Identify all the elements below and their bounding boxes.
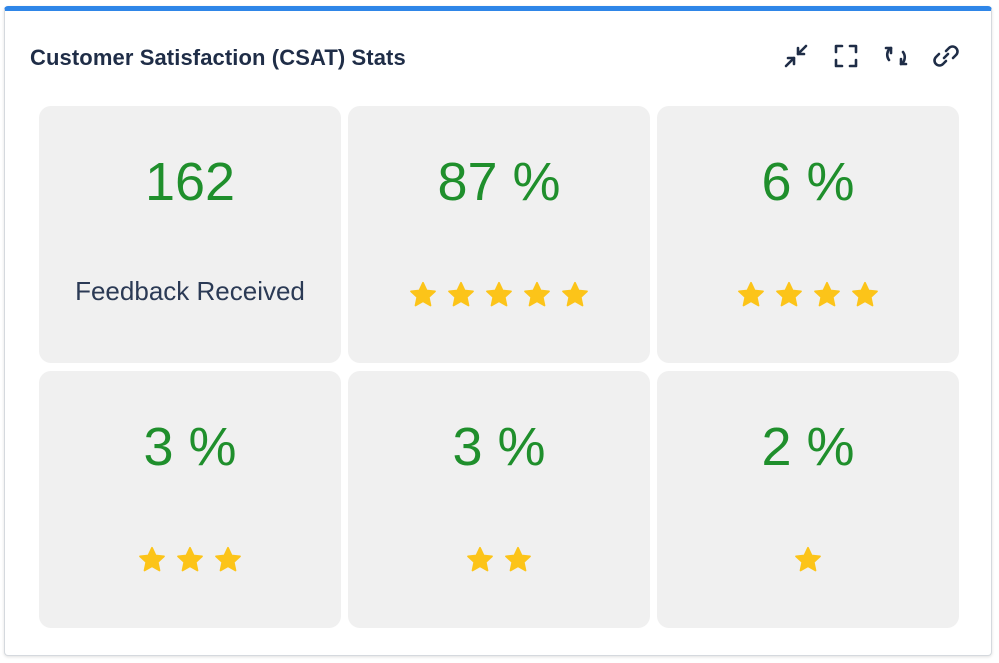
collapse-button[interactable] — [781, 41, 811, 71]
star-icon — [560, 280, 590, 310]
stat-card-4-star: 6 % — [657, 106, 959, 363]
stat-value: 3 % — [143, 417, 237, 477]
stat-card-1-star: 2 % — [657, 371, 959, 628]
star-icon — [137, 545, 167, 575]
link-icon — [933, 45, 959, 67]
stat-value: 2 % — [761, 417, 855, 477]
refresh-icon — [884, 46, 908, 66]
star-icon — [446, 280, 476, 310]
star-icon — [793, 545, 823, 575]
star-icon — [522, 280, 552, 310]
stat-card-total: 162 Feedback Received — [39, 106, 341, 363]
star-rating — [39, 545, 341, 575]
stat-label: Feedback Received — [75, 276, 305, 306]
stat-card-5-star: 87 % — [348, 106, 650, 363]
widget-toolbar — [781, 41, 961, 71]
star-icon — [465, 545, 495, 575]
fullscreen-icon — [834, 44, 858, 68]
stat-card-3-star: 3 % — [39, 371, 341, 628]
fullscreen-button[interactable] — [831, 41, 861, 71]
star-icon — [213, 545, 243, 575]
star-icon — [503, 545, 533, 575]
star-rating — [348, 280, 650, 310]
csat-widget: Customer Satisfaction (CSAT) Stats — [4, 6, 992, 656]
star-icon — [175, 545, 205, 575]
star-icon — [774, 280, 804, 310]
stat-value: 162 — [144, 152, 236, 212]
star-rating — [657, 280, 959, 310]
star-rating — [348, 545, 650, 575]
stat-value: 3 % — [452, 417, 546, 477]
star-icon — [408, 280, 438, 310]
stats-grid: 162 Feedback Received 87 % 6 % 3 % 3 % 2… — [39, 106, 959, 628]
star-rating — [657, 545, 959, 575]
link-button[interactable] — [931, 41, 961, 71]
star-icon — [484, 280, 514, 310]
stat-value: 6 % — [761, 152, 855, 212]
stat-value: 87 % — [437, 152, 561, 212]
widget-title: Customer Satisfaction (CSAT) Stats — [30, 45, 406, 70]
widget-header: Customer Satisfaction (CSAT) Stats — [5, 11, 991, 101]
star-icon — [850, 280, 880, 310]
refresh-button[interactable] — [881, 41, 911, 71]
star-icon — [812, 280, 842, 310]
star-icon — [736, 280, 766, 310]
stat-card-2-star: 3 % — [348, 371, 650, 628]
collapse-icon — [784, 44, 808, 68]
